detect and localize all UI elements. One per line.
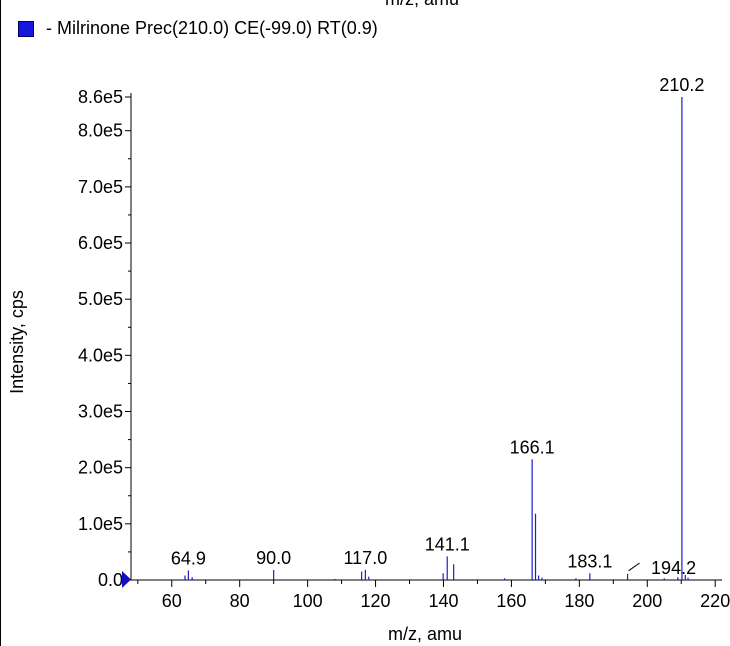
x-tick-label: 200 xyxy=(632,591,662,611)
y-tick-label: 2.0e5 xyxy=(78,458,123,478)
x-tick-label: 220 xyxy=(700,591,730,611)
legend: - Milrinone Prec(210.0) CE(-99.0) RT(0.9… xyxy=(18,18,378,39)
legend-label: - Milrinone Prec(210.0) CE(-99.0) RT(0.9… xyxy=(46,18,378,38)
legend-swatch xyxy=(18,20,34,37)
x-tick-label: 60 xyxy=(162,591,182,611)
x-tick-label: 140 xyxy=(428,591,458,611)
y-tick-label: 4.0e5 xyxy=(78,345,123,365)
x-tick-label: 100 xyxy=(293,591,323,611)
peak-label: 183.1 xyxy=(567,551,612,571)
y-axis-label: Intensity, cps xyxy=(7,290,27,394)
y-tick-label: 6.0e5 xyxy=(78,233,123,253)
y-tick-label: 1.0e5 xyxy=(78,514,123,534)
x-tick-label: 160 xyxy=(496,591,526,611)
peak-labels: 64.9 90.0 117.0 141.1 166.1 183.1 194.2 210.2 xyxy=(171,75,705,578)
x-tick-label: 80 xyxy=(230,591,250,611)
x-tick-label: 180 xyxy=(564,591,594,611)
peak-label: 117.0 xyxy=(344,548,388,568)
x-axis-label: m/z, amu xyxy=(388,624,462,644)
y-tick-label: 8.6e5 xyxy=(78,87,123,107)
y-tick-label: 3.0e5 xyxy=(78,402,123,422)
peak-label: 166.1 xyxy=(510,437,555,457)
clipped-top-axis-label: m/z, amu xyxy=(385,0,459,10)
peak-label: 194.2 xyxy=(651,558,696,578)
y-tick-label: 0.0 xyxy=(98,570,123,590)
left-frame-line xyxy=(0,0,1,646)
peak-label: 210.2 xyxy=(659,75,704,95)
y-tick-label: 8.0e5 xyxy=(78,121,123,141)
y-tick-label: 5.0e5 xyxy=(78,289,123,309)
y-tick-label: 7.0e5 xyxy=(78,177,123,197)
peak-label: 141.1 xyxy=(425,534,470,554)
axes: 0.0 1.0e5 2.0e5 3.0e5 4.0e5 5.0e5 6.0e5 7.0e5 8.… xyxy=(78,87,730,611)
peak-label: 90.0 xyxy=(256,548,291,568)
annotation-leader-line xyxy=(628,562,640,572)
x-tick-label: 120 xyxy=(361,591,391,611)
peak-bars xyxy=(184,97,689,580)
peak-label: 64.9 xyxy=(171,548,206,568)
baseline-marker-icon xyxy=(122,571,131,588)
